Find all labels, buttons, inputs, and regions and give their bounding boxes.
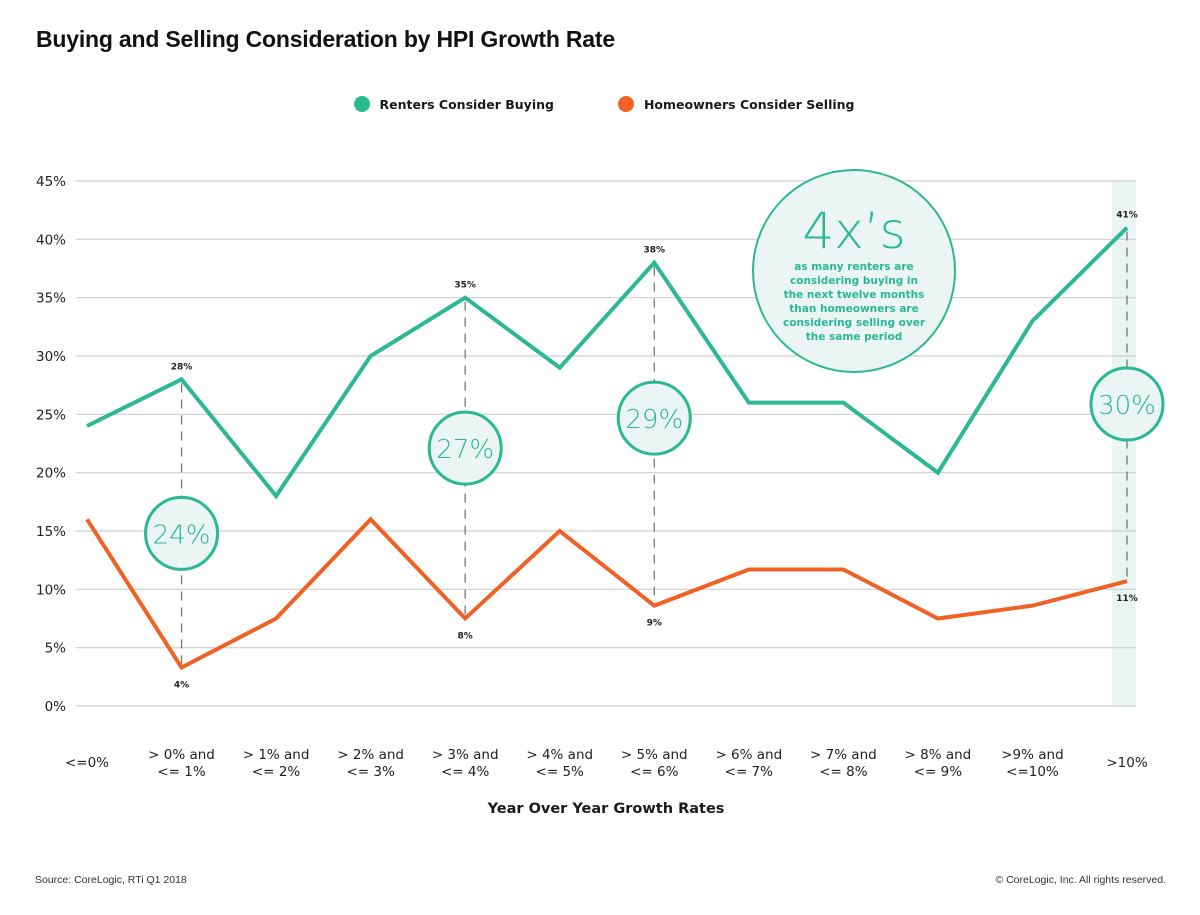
gap-bubble-value: 30% [1098, 391, 1156, 421]
series-line-renters [86, 226, 1129, 500]
gap-bubble-value: 27% [436, 435, 494, 465]
x-tick-label: <= 2% [252, 764, 301, 780]
y-tick-label: 35% [36, 291, 66, 307]
x-tick-label: > 4% and [526, 747, 593, 763]
x-tick-label: <= 7% [725, 764, 774, 780]
y-tick-label: 15% [36, 524, 66, 540]
y-tick-label: 40% [36, 232, 66, 248]
chart-title: Buying and Selling Consideration by HPI … [36, 26, 615, 52]
y-tick-label: 25% [36, 407, 66, 423]
x-tick-label: > 7% and [810, 747, 877, 763]
x-tick-label: >10% [1106, 755, 1147, 771]
legend-label-renters: Renters Consider Buying [379, 96, 554, 112]
annotation-text-line: as many renters are [794, 261, 913, 273]
data-label-renters: 35% [454, 281, 476, 291]
x-tick-label: <= 5% [536, 764, 585, 780]
x-tick-label: > 2% and [337, 747, 404, 763]
gap-bubble [427, 410, 503, 486]
legend-item-homeowners: Homeowners Consider Selling [617, 96, 855, 112]
x-tick-label: > 8% and [905, 747, 972, 763]
x-tick-label: <= 1% [157, 764, 206, 780]
y-tick-label: 45% [36, 174, 66, 190]
data-label-homeowners: 9% [647, 619, 662, 629]
series-line-homeowners [85, 516, 1128, 671]
x-axis-title: Year Over Year Growth Rates [487, 801, 725, 817]
legend-label-homeowners: Homeowners Consider Selling [643, 96, 855, 112]
gap-bubble [1089, 366, 1165, 442]
x-tick-label: <= 6% [630, 764, 679, 780]
highlight-band [1112, 181, 1136, 706]
gap-bubble-value: 29% [625, 405, 683, 435]
x-tick-label: <=10% [1006, 764, 1059, 780]
source-note: Source: CoreLogic, RTi Q1 2018 [35, 874, 187, 886]
x-tick-label: > 5% and [621, 747, 688, 763]
annotation-bubble [752, 169, 956, 373]
y-tick-label: 0% [45, 699, 67, 715]
x-tick-label: > 3% and [432, 747, 499, 763]
gap-bubble-value: 24% [153, 520, 211, 550]
gap-bubble [144, 495, 220, 571]
y-tick-label: 20% [36, 466, 66, 482]
x-tick-label: <= 3% [346, 764, 395, 780]
annotation-text-line: considering selling over [783, 317, 926, 329]
legend-item-renters: Renters Consider Buying [353, 96, 554, 112]
gap-bubble [616, 380, 692, 456]
data-label-renters: 38% [643, 246, 665, 256]
data-label-homeowners: 8% [458, 632, 473, 642]
annotation-text-line: the same period [806, 331, 902, 343]
x-tick-label: > 1% and [243, 747, 310, 763]
x-tick-label: <= 9% [914, 764, 963, 780]
legend-marker-renters [353, 96, 370, 112]
x-tick-label: <=0% [65, 755, 109, 771]
data-label-homeowners: 4% [174, 681, 189, 691]
data-label-homeowners: 11% [1116, 594, 1138, 604]
copyright-note: © CoreLogic, Inc. All rights reserved. [995, 874, 1166, 886]
data-label-renters: 28% [171, 362, 193, 372]
y-tick-label: 30% [36, 349, 66, 365]
data-label-renters: 41% [1116, 211, 1138, 221]
chart-legend: Renters Consider Buying Homeowners Consi… [0, 96, 1200, 112]
x-tick-label: <= 8% [819, 764, 868, 780]
x-tick-label: >9% and [1001, 747, 1063, 763]
x-tick-label: > 6% and [715, 747, 782, 763]
x-tick-label: <= 4% [441, 764, 490, 780]
annotation-text-line: considering buying in [790, 275, 918, 287]
annotation-text-line: than homeowners are [789, 303, 918, 315]
y-tick-label: 5% [45, 641, 67, 657]
y-tick-label: 10% [36, 582, 66, 598]
annotation-text-line: the next twelve months [784, 289, 925, 301]
x-tick-label: > 0% and [148, 747, 215, 763]
legend-marker-homeowners [617, 96, 634, 112]
annotation-headline: 4x’s [802, 202, 905, 260]
